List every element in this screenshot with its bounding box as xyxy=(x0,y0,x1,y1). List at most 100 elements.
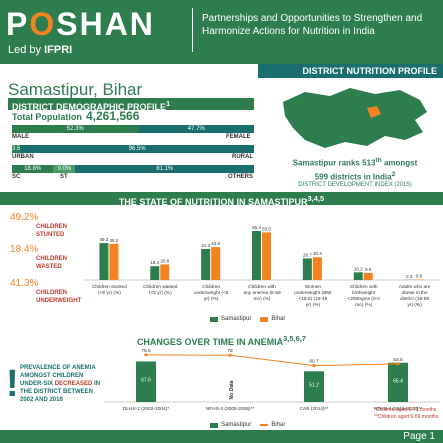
male-label: MALE xyxy=(12,134,29,140)
bar-label-bihar-0: 48.3 xyxy=(110,238,119,243)
anemia-line-label-0: 78.5 xyxy=(141,348,151,354)
category-label-3: mo) (%) xyxy=(253,296,270,302)
anemia-text: PREVALENCE OF ANEMIA AMONGST CHILDREN UN… xyxy=(20,365,101,403)
anemia-bihar-point-2 xyxy=(312,363,316,368)
gender-bar: 52.3% 47.7% xyxy=(12,125,254,133)
anemia-bar-2 xyxy=(304,371,324,402)
bar-label-bihar-2: 43.9 xyxy=(211,241,220,246)
stat-label-1: CHILDREN xyxy=(36,224,67,230)
anemia-bar-3 xyxy=(388,362,408,402)
stat-stunted: 49.2% CHILDREN STUNTED xyxy=(10,212,90,239)
anemia-line-label-1: 78 xyxy=(227,348,233,354)
anemia-bar-label-2: 51.2 xyxy=(309,383,319,389)
rank-text: Samastipur ranks 513th amongst 599 distr… xyxy=(270,155,440,181)
header: POSHAN Led by IFPRI Partnerships and Opp… xyxy=(0,0,443,64)
anemia-category-2: CAB (2014)** xyxy=(300,406,329,412)
others-label: OTHERS xyxy=(228,174,254,180)
category-label-4: Women xyxy=(305,284,322,290)
anemia-line-label-3: 63.5 xyxy=(393,357,403,363)
legend-bihar: Bihar xyxy=(271,316,286,322)
category-label-3: Children with xyxy=(248,284,276,290)
bar-bihar-2 xyxy=(211,247,221,280)
bar-label-bihar-4: 30.4 xyxy=(313,251,322,256)
male-segment: 52.3% xyxy=(12,125,139,133)
bar-label-bihar-5: 9.5 xyxy=(365,267,372,272)
rural-segment: 96.5% xyxy=(20,145,254,153)
bar-label-samastipur-4: 28.7 xyxy=(303,252,312,257)
category-label-6: yr) (%) xyxy=(407,302,422,308)
bar-samastipur-0 xyxy=(99,243,109,280)
category-label-5: Children with xyxy=(350,284,378,290)
bihar-map xyxy=(283,88,427,148)
stat-label-1: CHILDREN xyxy=(36,256,67,262)
bar-bihar-3 xyxy=(262,232,271,280)
anemia-line-label-2: 60.7 xyxy=(309,359,319,365)
samastipur-highlight xyxy=(367,106,381,118)
legend-swatch-samastipur xyxy=(210,422,218,428)
legend-samastipur: Samastipur xyxy=(221,316,252,322)
category-label-6: Adults who are xyxy=(399,284,431,290)
bar-label-bihar-6: 0.6 xyxy=(416,274,423,279)
category-label-2: underweight (<5 xyxy=(194,290,229,296)
chart1-legend: Samastipur Bihar xyxy=(210,316,285,322)
caste-bar: 18.8% 0.0% 81.1% xyxy=(12,165,254,173)
category-label-1: (<5 yr) (%) xyxy=(149,290,172,296)
bar-bihar-5 xyxy=(363,272,373,280)
category-label-2: yr) (%) xyxy=(204,296,219,302)
category-label-1: Children wasted xyxy=(143,284,178,290)
chart2-legend: Samastipur Bihar xyxy=(210,422,285,428)
anemia-bihar-line xyxy=(145,354,399,367)
sc-segment: 18.8% xyxy=(12,165,54,173)
tagline: Partnerships and Opportunities to Streng… xyxy=(202,13,423,37)
category-label-0: Children stunted xyxy=(92,284,127,290)
bar-label-samastipur-1: 18.4 xyxy=(150,260,159,265)
rank-line-2: 599 districts in India2 xyxy=(314,170,396,182)
bar-label-bihar-1: 20.8 xyxy=(160,258,169,263)
urban-segment: 3.5% xyxy=(12,145,21,153)
stat-label-2: WASTED xyxy=(36,264,62,270)
category-label-4: yr) (%) xyxy=(306,302,321,308)
legend-samastipur: Samastipur xyxy=(221,422,252,428)
bar-label-samastipur-6: 0.3 xyxy=(406,274,413,279)
legend-swatch-bihar xyxy=(260,424,269,426)
stat-value: 18.4% xyxy=(10,244,39,255)
st-label: ST xyxy=(60,174,68,180)
stat-value: 49.2% xyxy=(10,212,39,223)
total-population-label: Total Population xyxy=(12,112,82,122)
category-label-5: birthweight xyxy=(352,290,376,296)
bar-label-samastipur-5: 10.2 xyxy=(354,266,363,271)
footer xyxy=(0,430,443,443)
stat-wasted: 18.4% CHILDREN WASTED xyxy=(10,244,90,271)
bihar-shape xyxy=(283,88,427,148)
note-1: *Children aged 6-71 months xyxy=(374,407,437,413)
stat-underweight: 41.3% CHILDREN UNDERWEIGHT xyxy=(10,278,90,305)
bar-label-samastipur-3: 65.4 xyxy=(252,225,261,230)
stat-label-2: UNDERWEIGHT xyxy=(36,298,82,304)
bar-label-samastipur-0: 49.2 xyxy=(100,237,109,242)
page-number: Page 1 xyxy=(403,431,435,442)
bar-samastipur-3 xyxy=(252,230,261,280)
bar-bihar-1 xyxy=(160,264,170,280)
anemia-bihar-point-3 xyxy=(396,362,400,366)
anemia-bar-label-0: 67.6 xyxy=(141,378,151,384)
district-name: Samastipur, Bihar xyxy=(8,80,143,99)
category-label-4: <18.5) (15-49 xyxy=(298,296,327,302)
category-label-3: any anemia (6-59 xyxy=(243,290,281,296)
anemia-bihar-point-1 xyxy=(228,353,232,357)
category-label-6: obese in the xyxy=(402,290,428,296)
anemia-bihar-point-0 xyxy=(144,353,148,357)
led-by: Led by IFPRI xyxy=(8,44,73,56)
sc-label: SC xyxy=(12,174,21,180)
bar-samastipur-2 xyxy=(201,249,211,280)
demographic-title: DISTRICT DEMOGRAPHIC PROFILE1 xyxy=(8,98,254,112)
anemia-bar-0 xyxy=(136,361,156,402)
legend-swatch-bihar xyxy=(260,316,269,322)
development-index: DISTRICT DEVELOPMENT INDEX (2015) xyxy=(298,182,412,188)
female-label: FEMALE xyxy=(226,134,251,140)
rural-label: RURAL xyxy=(232,154,253,160)
state-of-nutrition-title: THE STATE OF NUTRITION IN SAMASTIPUR3,4,… xyxy=(0,192,443,207)
category-label-5: <2500gms (0-2 xyxy=(348,296,381,302)
bar-bihar-4 xyxy=(312,257,322,280)
exclamation-icon: ! xyxy=(6,363,19,405)
others-segment: 81.1% xyxy=(75,165,254,173)
